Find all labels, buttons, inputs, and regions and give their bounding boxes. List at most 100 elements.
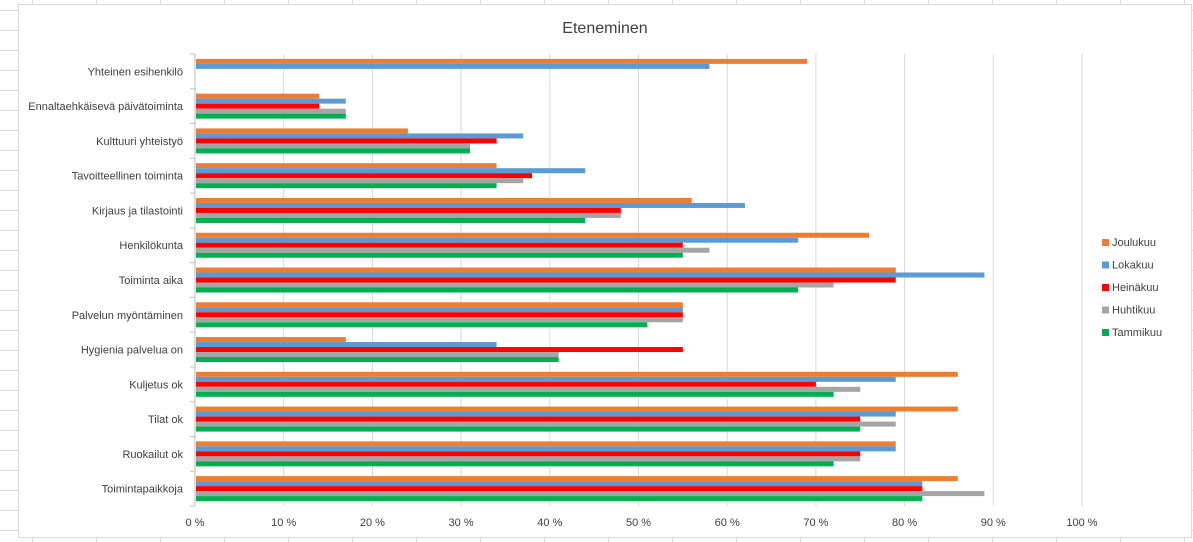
axes: 0 % 10 % 20 % 30 % 40 % 50 % 60 % 70 % 80 % 90 % 1… <box>28 53 1098 529</box>
bar-tammikuu <box>196 148 470 154</box>
bar-lokakuu <box>196 202 745 208</box>
category-label: Toimintapaikkoja <box>102 484 184 496</box>
bar-huhtikuu <box>196 212 621 218</box>
bar-tammikuu <box>196 426 861 432</box>
legend-label: Huhtikuu <box>1112 305 1155 317</box>
legend-label: Lokakuu <box>1112 260 1154 272</box>
bar-huhtikuu <box>196 143 470 149</box>
bar-huhtikuu <box>196 178 524 184</box>
category-label: Tavoitteellinen toiminta <box>72 171 184 183</box>
bar-lokakuu <box>196 342 497 348</box>
category-label: Kuljetus ok <box>129 379 183 391</box>
bar-joulukuu <box>196 371 958 377</box>
bar-heinäkuu <box>196 242 683 248</box>
bar-heinäkuu <box>196 103 320 109</box>
bar-tammikuu <box>196 113 346 119</box>
bar-tammikuu <box>196 496 923 502</box>
bar-lokakuu <box>196 272 985 278</box>
bar-joulukuu <box>196 163 497 169</box>
category-label: Hygienia palvelua on <box>81 345 183 357</box>
bar-lokakuu <box>196 446 896 452</box>
category-label: Henkilökunta <box>119 240 183 252</box>
bar-lokakuu <box>196 481 923 487</box>
bar-huhtikuu <box>196 421 896 427</box>
category-label: Ruokailut ok <box>122 449 183 461</box>
bar-tammikuu <box>196 461 834 467</box>
bar-lokakuu <box>196 307 683 313</box>
bar-huhtikuu <box>196 247 710 253</box>
bar-huhtikuu <box>196 317 683 323</box>
bar-lokakuu <box>196 63 710 69</box>
bar-tammikuu <box>196 322 648 328</box>
category-label: Toiminta aika <box>119 275 184 287</box>
bar-joulukuu <box>196 58 808 64</box>
x-tick-label: 90 % <box>981 517 1006 529</box>
x-tick-label: 100 % <box>1066 517 1097 529</box>
bar-huhtikuu <box>196 456 861 462</box>
legend-swatch <box>1102 261 1109 269</box>
category-label: Tilat ok <box>148 414 184 426</box>
bar-lokakuu <box>196 133 524 139</box>
bar-lokakuu <box>196 376 896 382</box>
bar-joulukuu <box>196 406 958 412</box>
legend-swatch <box>1102 284 1109 291</box>
bar-heinäkuu <box>196 451 861 457</box>
bar-lokakuu <box>196 411 896 417</box>
bar-joulukuu <box>196 93 320 99</box>
bar-lokakuu <box>196 168 586 174</box>
bars <box>196 58 985 502</box>
bar-joulukuu <box>196 441 896 447</box>
legend-swatch <box>1102 306 1109 314</box>
x-tick-label: 0 % <box>186 517 205 529</box>
x-tick-label: 50 % <box>626 517 651 529</box>
bar-huhtikuu <box>196 386 861 392</box>
bar-joulukuu <box>196 128 408 134</box>
x-tick-label: 20 % <box>360 517 385 529</box>
x-tick-label: 40 % <box>537 517 562 529</box>
bar-tammikuu <box>196 357 559 363</box>
bar-joulukuu <box>196 197 692 203</box>
x-tick-label: 80 % <box>892 517 917 529</box>
bar-joulukuu <box>196 337 346 343</box>
bar-tammikuu <box>196 217 586 223</box>
chart-title: Eteneminen <box>562 20 647 37</box>
bar-huhtikuu <box>196 282 834 288</box>
bar-heinäkuu <box>196 173 533 179</box>
bar-tammikuu <box>196 391 834 397</box>
category-label: Yhteinen esihenkilö <box>88 66 183 78</box>
category-label: Kulttuuri yhteistyö <box>96 136 183 148</box>
bar-huhtikuu <box>196 352 559 358</box>
bar-huhtikuu <box>196 491 985 497</box>
bar-tammikuu <box>196 287 799 293</box>
category-label: Kirjaus ja tilastointi <box>92 205 183 217</box>
legend-label: Joulukuu <box>1112 237 1156 249</box>
bar-huhtikuu <box>196 108 346 114</box>
legend-swatch <box>1102 239 1109 246</box>
bar-heinäkuu <box>196 486 923 492</box>
bar-joulukuu <box>196 302 683 308</box>
bar-tammikuu <box>196 252 683 258</box>
bar-joulukuu <box>196 232 870 238</box>
x-tick-label: 30 % <box>449 517 474 529</box>
legend: Joulukuu Lokakuu Heinäkuu Huhtikuu Tammikuu <box>1102 237 1162 339</box>
bar-heinäkuu <box>196 277 896 283</box>
bar-joulukuu <box>196 267 896 273</box>
chart-area[interactable]: Eteneminen 0 % 10 % 20 % 30 % 40 % 50 % 60 % 70… <box>18 4 1192 538</box>
legend-label: Tammikuu <box>1112 327 1162 339</box>
legend-swatch <box>1102 329 1109 336</box>
bar-lokakuu <box>196 237 799 243</box>
bar-heinäkuu <box>196 138 497 144</box>
bar-heinäkuu <box>196 416 861 422</box>
bar-heinäkuu <box>196 381 816 387</box>
bar-heinäkuu <box>196 347 683 353</box>
legend-label: Heinäkuu <box>1112 282 1158 294</box>
bar-heinäkuu <box>196 312 683 318</box>
x-tick-label: 70 % <box>803 517 828 529</box>
bar-heinäkuu <box>196 207 621 213</box>
bar-tammikuu <box>196 183 497 189</box>
bar-chart: Eteneminen 0 % 10 % 20 % 30 % 40 % 50 % 60 % 70… <box>28 20 1162 529</box>
category-label: Ennaltaehkäisevä päivätoiminta <box>28 101 184 113</box>
x-tick-label: 10 % <box>271 517 296 529</box>
category-label: Palvelun myöntäminen <box>72 310 183 322</box>
bar-joulukuu <box>196 476 958 482</box>
